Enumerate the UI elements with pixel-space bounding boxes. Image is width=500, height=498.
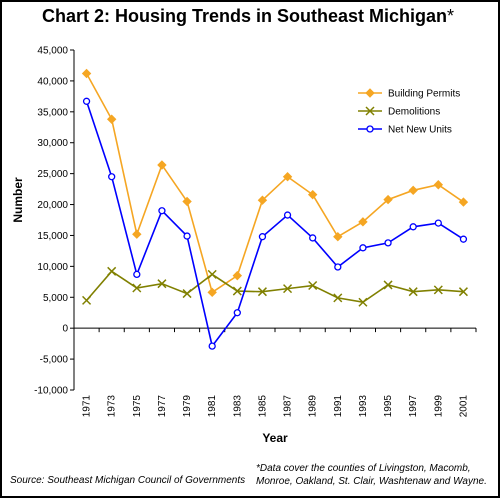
y-tick-label: 35,000	[37, 107, 68, 118]
legend-marker-demolitions	[365, 106, 375, 116]
footnote-line-2: Monroe, Oakland, St. Clair, Washtenaw an…	[256, 476, 487, 487]
y-tick-label: 40,000	[37, 76, 68, 87]
data-point-net-new-units	[334, 263, 342, 271]
x-tick-label: 1983	[232, 395, 243, 418]
data-point-net-new-units	[108, 173, 116, 181]
y-tick-label: -5,000	[40, 355, 69, 366]
chart-title-text: Chart 2: Housing Trends in Southeast Mic…	[41, 6, 448, 26]
x-tick-label: 1997	[408, 395, 419, 418]
x-tick-label: 1971	[82, 395, 93, 418]
data-point-building-permits	[408, 185, 418, 196]
x-tick-label: 2001	[458, 395, 469, 418]
x-tick-label: 1991	[333, 395, 344, 418]
legend-label-demolitions: Demolitions	[388, 107, 440, 118]
data-point-building-permits	[433, 180, 444, 190]
y-tick-label: 25,000	[37, 169, 68, 180]
x-tick-label: 1989	[308, 395, 319, 418]
data-point-building-permits	[232, 270, 243, 281]
y-tick-label: 10,000	[37, 262, 68, 273]
footnote: *Data cover the counties of Livingston, …	[256, 462, 496, 488]
y-axis-title: Number	[11, 177, 25, 223]
x-tick-label: 1987	[283, 395, 294, 418]
y-tick-label: -10,000	[34, 386, 68, 397]
legend-marker-building-permits	[365, 88, 375, 98]
x-tick-label: 1979	[182, 395, 193, 418]
data-point-building-permits	[333, 231, 343, 242]
y-tick-label: 0	[62, 324, 68, 335]
x-tick-label: 1985	[257, 395, 268, 418]
data-point-building-permits	[81, 68, 92, 79]
data-point-demolitions	[358, 297, 368, 307]
data-point-building-permits	[383, 194, 393, 205]
data-point-net-new-units	[183, 232, 191, 240]
series-line-net-new-units	[85, 101, 464, 348]
data-point-net-new-units	[409, 223, 417, 231]
data-point-net-new-units	[359, 244, 367, 252]
data-point-building-permits	[182, 196, 192, 207]
x-tick-label: 1975	[132, 395, 143, 418]
data-point-building-permits	[132, 229, 142, 239]
data-point-demolitions	[132, 283, 142, 293]
x-tick-label: 1999	[433, 395, 444, 418]
data-point-net-new-units	[233, 309, 241, 317]
data-point-net-new-units	[434, 219, 442, 227]
y-tick-label: 45,000	[37, 46, 68, 57]
data-point-building-permits	[157, 160, 167, 170]
x-tick-label: 1981	[207, 395, 218, 418]
data-point-demolitions	[82, 295, 92, 305]
y-tick-label: 20,000	[37, 200, 68, 211]
data-point-net-new-units	[82, 97, 91, 105]
x-tick-label: 1973	[107, 395, 118, 418]
data-point-net-new-units	[158, 207, 166, 215]
data-point-building-permits	[257, 195, 268, 205]
y-tick-label: 5,000	[43, 293, 68, 304]
data-point-building-permits	[207, 287, 217, 298]
data-point-net-new-units	[384, 239, 392, 247]
data-point-net-new-units	[133, 270, 141, 279]
data-point-net-new-units	[208, 342, 216, 350]
data-point-net-new-units	[258, 233, 267, 241]
data-point-net-new-units	[309, 234, 317, 242]
y-tick-label: 15,000	[37, 231, 68, 242]
data-point-demolitions	[333, 293, 343, 303]
data-point-demolitions	[433, 285, 443, 295]
source-note: Source: Southeast Michigan Council of Go…	[10, 475, 246, 486]
data-point-net-new-units	[283, 211, 292, 219]
chart-title: Chart 2: Housing Trends in Southeast Mic…	[0, 6, 496, 27]
data-point-demolitions	[458, 287, 468, 297]
chart-title-asterisk: *	[447, 6, 455, 26]
footnote-line-1: *Data cover the counties of Livingston, …	[256, 463, 471, 474]
data-point-demolitions	[257, 287, 267, 297]
data-point-building-permits	[307, 189, 318, 200]
series-line-demolitions	[85, 270, 464, 304]
legend-label-net-new-units: Net New Units	[388, 125, 452, 136]
data-point-demolitions	[232, 286, 242, 296]
x-tick-label: 1993	[358, 395, 369, 418]
data-point-building-permits	[282, 172, 293, 182]
data-point-building-permits	[358, 217, 368, 227]
y-tick-label: 30,000	[37, 138, 68, 149]
data-point-net-new-units	[459, 235, 468, 243]
data-point-demolitions	[308, 280, 318, 291]
data-point-demolitions	[283, 284, 293, 294]
data-point-demolitions	[408, 287, 418, 297]
legend-label-building-permits: Building Permits	[388, 89, 460, 100]
data-point-demolitions	[182, 289, 192, 299]
data-point-building-permits	[458, 197, 469, 207]
series-line-building-permits	[85, 73, 464, 294]
x-axis-title: Year	[262, 431, 288, 445]
data-point-demolitions	[107, 266, 117, 276]
data-point-demolitions	[207, 269, 217, 279]
x-tick-label: 1977	[157, 395, 168, 418]
data-point-demolitions	[157, 279, 167, 289]
data-point-demolitions	[383, 280, 393, 290]
x-tick-label: 1995	[383, 395, 394, 418]
data-point-building-permits	[106, 114, 117, 124]
legend-marker-net-new-units	[366, 125, 374, 133]
